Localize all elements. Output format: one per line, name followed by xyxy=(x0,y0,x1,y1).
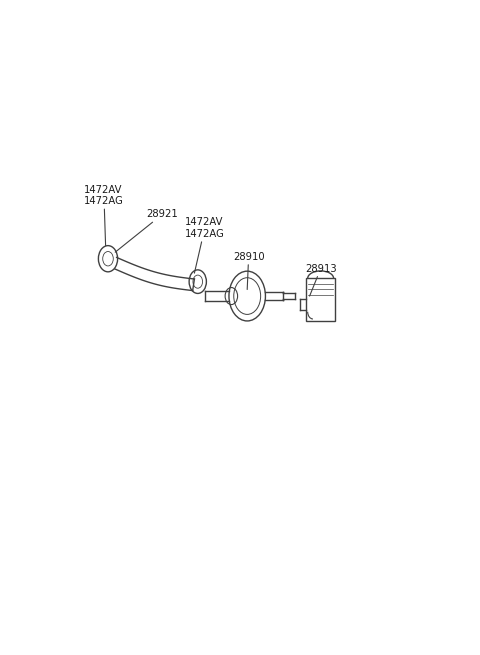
Bar xyxy=(306,278,335,321)
Text: 28913: 28913 xyxy=(305,264,336,296)
Text: 1472AV
1472AG: 1472AV 1472AG xyxy=(84,185,124,246)
Text: 28910: 28910 xyxy=(233,252,264,290)
Text: 28921: 28921 xyxy=(115,210,178,252)
Text: 1472AV
1472AG: 1472AV 1472AG xyxy=(185,217,225,273)
